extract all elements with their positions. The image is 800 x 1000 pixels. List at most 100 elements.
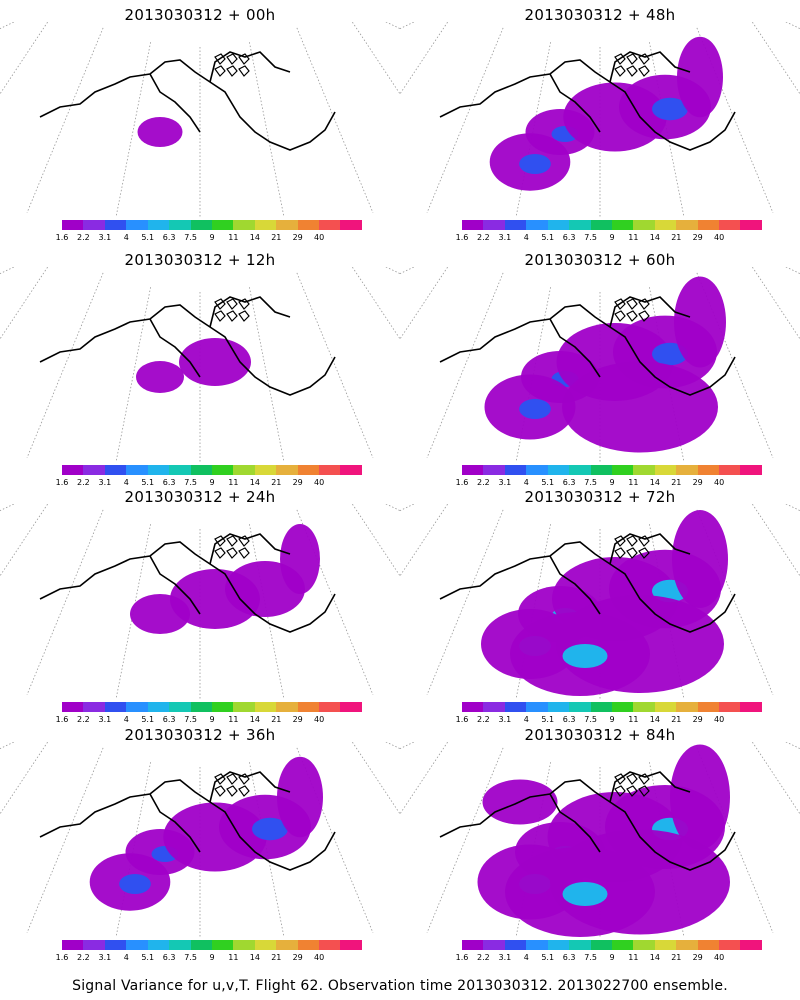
colorbar-swatch <box>633 940 655 950</box>
colorbar-swatch <box>590 220 612 230</box>
colorbar-tick-label: 9 <box>209 715 215 724</box>
arctic-island <box>614 53 626 65</box>
arctic-island <box>638 547 650 559</box>
colorbar-tick-label: 40 <box>714 715 725 724</box>
graticule-meridian-line <box>351 742 400 815</box>
graticule-latitude-line <box>0 22 400 84</box>
colorbar-tick-label: 5.1 <box>541 478 555 487</box>
colorbar-tick-label: 7.5 <box>184 478 197 487</box>
colorbar-swatch <box>654 940 677 950</box>
colorbar-swatch <box>211 702 234 712</box>
colorbar-tick-label: 6.3 <box>562 715 576 724</box>
graticule-meridian-line <box>351 504 400 577</box>
colorbar-swatch <box>633 465 655 475</box>
colorbar-tick-label: 11 <box>228 715 239 724</box>
arctic-island <box>238 785 250 797</box>
colorbar <box>462 465 762 475</box>
colorbar-tick-label: 29 <box>692 715 703 724</box>
graticule-latitude-line <box>0 504 400 537</box>
colorbar-tick-label: 1.6 <box>455 953 469 962</box>
colorbar-swatch <box>169 702 191 712</box>
colorbar-swatch <box>462 220 484 230</box>
colorbar-tick-label: 21 <box>671 478 682 487</box>
colorbar-swatch <box>254 702 277 712</box>
variance-contour-region <box>670 744 730 850</box>
colorbar-swatch <box>483 465 505 475</box>
colorbar-swatch <box>676 465 698 475</box>
graticule-meridian-line <box>751 267 800 340</box>
arctic-island <box>226 65 238 77</box>
colorbar-swatch <box>190 465 212 475</box>
graticule-latitude-line <box>0 504 400 566</box>
colorbar-tick-label: 6.3 <box>162 233 176 242</box>
colorbar-swatch <box>611 702 634 712</box>
colorbar-tick-label: 9 <box>209 478 215 487</box>
colorbar-swatch <box>126 940 148 950</box>
colorbar <box>462 702 762 712</box>
colorbar-tick-label: 14 <box>649 478 660 487</box>
graticule-meridian-line <box>379 267 400 361</box>
colorbar-tick-label: 3.1 <box>498 478 512 487</box>
colorbar-tick-label: 29 <box>292 233 303 242</box>
colorbar-swatch <box>297 465 320 475</box>
colorbar-swatch <box>147 940 170 950</box>
colorbar-tick-label: 4 <box>523 478 529 487</box>
colorbar-tick-label: 40 <box>314 953 325 962</box>
variance-contour-high-region <box>562 882 608 906</box>
colorbar-swatch <box>169 940 191 950</box>
colorbar-tick-label: 4 <box>523 233 529 242</box>
colorbar-tick-label: 14 <box>649 715 660 724</box>
colorbar-tick-label: 14 <box>249 233 260 242</box>
colorbar <box>62 220 362 230</box>
colorbar-tick-label: 1.6 <box>455 233 469 242</box>
colorbar-swatch <box>190 220 212 230</box>
colorbar-tick-label: 3.1 <box>98 478 112 487</box>
coastline <box>439 533 736 633</box>
colorbar-swatch <box>126 220 148 230</box>
colorbar-tick-label: 4 <box>123 478 129 487</box>
colorbar-swatch <box>276 940 298 950</box>
arctic-island <box>214 547 226 559</box>
colorbar-tick-label: 1.6 <box>455 478 469 487</box>
arctic-island <box>226 310 238 322</box>
colorbar-tick-label: 5.1 <box>541 715 555 724</box>
colorbar-tick-label: 4 <box>523 953 529 962</box>
colorbar-tick-label: 1.6 <box>55 233 69 242</box>
colorbar-swatch <box>276 465 298 475</box>
graticule-meridian-line <box>426 27 504 213</box>
graticule-meridian-line <box>26 27 104 213</box>
graticule-meridian-line <box>779 22 800 115</box>
graticule-latitude-line <box>0 742 400 775</box>
colorbar-tick-label: 11 <box>628 478 639 487</box>
colorbar-tick-label: 7.5 <box>584 478 597 487</box>
graticule-meridian-line <box>400 267 421 361</box>
graticule-meridian-line <box>400 22 421 115</box>
variance-contour-region <box>672 510 728 608</box>
polar-map <box>0 22 400 217</box>
graticule-meridian-line <box>779 504 800 598</box>
panel-title: 2013030312 + 84h <box>524 726 676 744</box>
figure-caption: Signal Variance for u,v,T. Flight 62. Ob… <box>72 978 728 994</box>
colorbar-tick-label: 29 <box>692 233 703 242</box>
arctic-island <box>614 547 626 559</box>
arctic-island <box>638 298 650 310</box>
graticule-meridian-line <box>0 742 49 815</box>
colorbar-swatch <box>547 702 570 712</box>
graticule-meridian-line <box>351 22 400 95</box>
panel-title: 2013030312 + 24h <box>124 488 276 506</box>
panel-title: 2013030312 + 60h <box>524 251 676 269</box>
colorbar-swatch <box>211 940 234 950</box>
colorbar-swatch <box>526 702 548 712</box>
colorbar-swatch <box>740 220 762 230</box>
graticule-latitude-line <box>400 267 800 272</box>
colorbar-labels: 1.6 2.2 3.1 4 5.1 6.3 7.5 9 11 14 21 29 40 <box>56 478 362 490</box>
polar-map <box>400 267 800 462</box>
colorbar-swatch <box>569 220 591 230</box>
colorbar-tick-label: 11 <box>228 478 239 487</box>
colorbar-tick-label: 9 <box>609 233 615 242</box>
colorbar-tick-label: 14 <box>649 953 660 962</box>
colorbar-tick-label: 21 <box>671 953 682 962</box>
colorbar-tick-label: 2.2 <box>77 715 90 724</box>
colorbar-tick-label: 6.3 <box>162 715 176 724</box>
colorbar-tick-label: 2.2 <box>77 953 90 962</box>
